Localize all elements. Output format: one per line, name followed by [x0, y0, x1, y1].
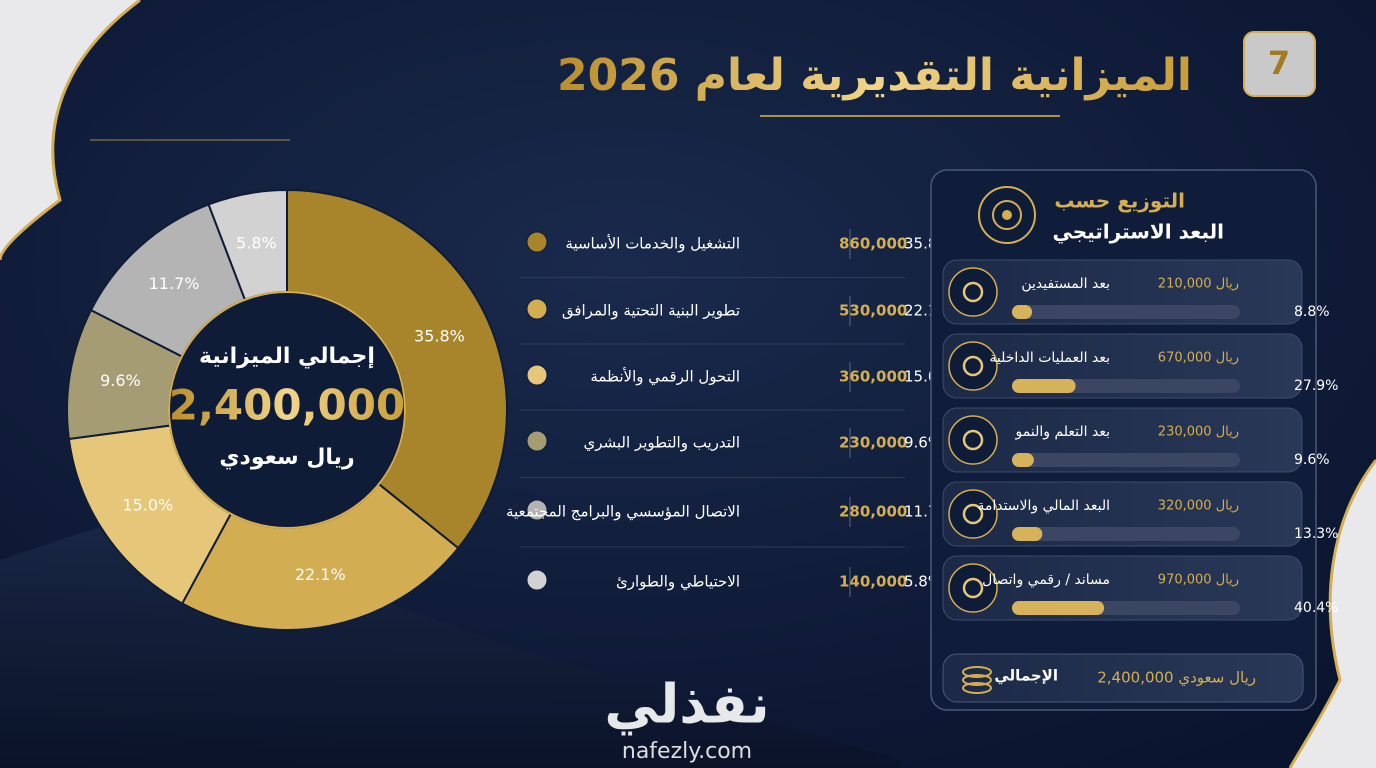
bar-track: [1012, 453, 1240, 467]
category-name: الاحتياطي والطوارئ: [616, 573, 740, 592]
slide-number-box: [1243, 31, 1316, 97]
amount: 280,000: [839, 503, 907, 521]
dimension-amount: ريال 670,000: [1158, 351, 1239, 366]
title: الميزانية التقديرية لعام 2026: [557, 50, 1192, 101]
marble-corner: [1290, 460, 1376, 768]
dimension-amount: ريال 970,000: [1158, 573, 1239, 588]
center-unit: ريال سعودي: [219, 445, 354, 470]
panel-title-2: البعد الاستراتيجي: [1052, 220, 1224, 245]
bar: [1012, 527, 1043, 541]
panel-title-1: التوزيع حسب: [1054, 189, 1185, 213]
bar-track: [1012, 527, 1240, 541]
dimension-icon: [948, 267, 998, 317]
dimension-amount: ريال 230,000: [1158, 425, 1239, 440]
legend-dot: [526, 364, 548, 386]
donut-hole: [168, 291, 406, 529]
dimension-name: بعد العمليات الداخلية: [989, 350, 1110, 366]
dimension-percent: 40.4%: [1294, 600, 1338, 616]
gold-curve: [1288, 459, 1376, 768]
segment-label: 15.0%: [122, 495, 173, 514]
legend-dot: [526, 499, 548, 521]
coins-icon: [962, 674, 992, 686]
dimension-amount: ريال 210,000: [1158, 277, 1239, 292]
dimension-list: بعد المستفيدين ريال 210,000 8.8% بعد العملي…: [942, 259, 1338, 621]
category-name: الاتصال المؤسسي والبرامج المجتمعية: [506, 503, 740, 522]
watermark-url: nafezly.com: [622, 739, 752, 764]
dimension-name: مساند / رقمي واتصال: [982, 572, 1110, 588]
center-value: 2,400,000: [169, 381, 405, 430]
amount: 230,000: [839, 434, 907, 452]
dimension-icon: [948, 563, 998, 613]
amount: 140,000: [839, 573, 907, 591]
watermark-brand: نفذلي: [604, 673, 769, 736]
bar: [1012, 305, 1033, 319]
dimension-amount: ريال 320,000: [1158, 499, 1239, 514]
dimension-icon-glyph: [962, 281, 984, 303]
amount: 530,000: [839, 302, 907, 320]
amount: 360,000: [839, 368, 907, 386]
dimension-percent: 8.8%: [1294, 304, 1330, 320]
dimension-name: بعد المستفيدين: [1021, 276, 1110, 292]
segment-label: 5.8%: [236, 233, 277, 252]
segment-label: 9.6%: [100, 371, 141, 390]
bar-track: [1012, 305, 1240, 319]
dimension-icon: [948, 415, 998, 465]
legend-dot: [526, 298, 548, 320]
dimension-percent: 13.3%: [1294, 526, 1338, 542]
amount: 860,000: [839, 235, 907, 253]
dimension-icon-glyph: [962, 503, 984, 525]
center-title: إجمالي الميزانية: [199, 344, 375, 369]
total-label: الإجمالي: [994, 667, 1058, 685]
bar: [1012, 601, 1105, 615]
category-name: التحول الرقمي والأنظمة: [590, 367, 740, 387]
bar: [1012, 379, 1076, 393]
budget-list: التشغيل والخدمات الأساسية 860,00035.8%تطو…: [506, 229, 952, 597]
dimension-icon-glyph: [962, 355, 984, 377]
dimension-name: بعد التعلم والنمو: [1015, 424, 1110, 440]
gold-curve: [0, 0, 141, 261]
marble-corner: [0, 0, 140, 260]
donut-chart: 35.8% 22.1% 15.0% 9.6% 11.7% 5.8%: [66, 188, 508, 631]
category-name: تطوير البنية التحتية والمرافق: [562, 302, 740, 320]
segment-label: 35.8%: [414, 327, 465, 346]
coins-icon: [962, 682, 992, 694]
legend-dot: [526, 430, 548, 452]
category-name: التشغيل والخدمات الأساسية: [565, 234, 740, 253]
total-value: ريال سعودي 2,400,000: [1097, 669, 1256, 688]
coins-icon: [962, 666, 992, 678]
dimension-icon: [948, 489, 998, 539]
dimension-percent: 9.6%: [1294, 452, 1330, 468]
dimension-icon: [948, 341, 998, 391]
dimension-icon-glyph: [962, 429, 984, 451]
slide-number: 7: [1268, 44, 1290, 82]
segment-label: 11.7%: [149, 274, 200, 293]
target-icon-center: [1002, 210, 1012, 220]
dimension-percent: 27.9%: [1294, 378, 1338, 394]
total-row: [942, 653, 1304, 703]
segment-label: 22.1%: [295, 565, 346, 584]
legend-dot: [526, 569, 548, 591]
target-icon-ring: [992, 200, 1022, 230]
category-name: التدريب والتطوير البشري: [584, 434, 741, 453]
dimension-name: البعد المالي والاستدامة: [977, 498, 1110, 514]
dimension-icon-glyph: [962, 577, 984, 599]
bar: [1012, 453, 1034, 467]
legend-dot: [526, 231, 548, 253]
